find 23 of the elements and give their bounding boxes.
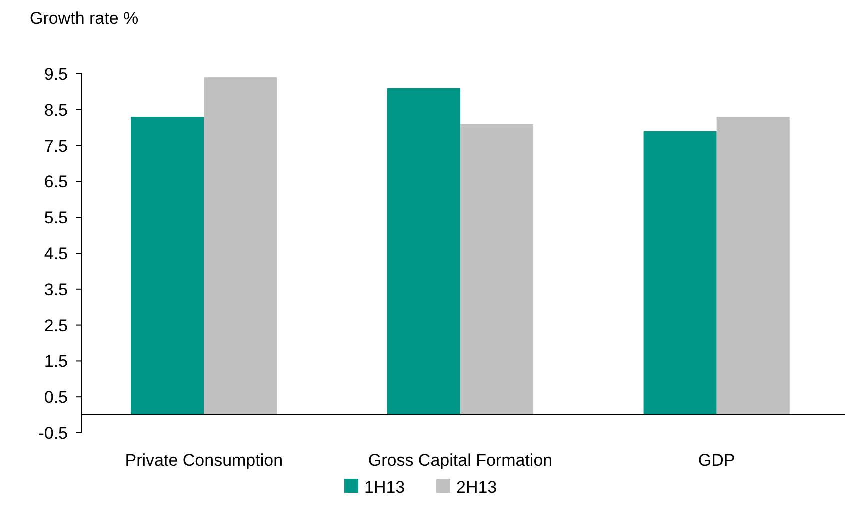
y-tick-label: 9.5 xyxy=(44,64,68,84)
y-tick-label: 6.5 xyxy=(44,172,68,192)
x-tick-label: GDP xyxy=(698,451,736,470)
y-tick-label: 0.5 xyxy=(44,388,68,408)
y-axis-title: Growth rate % xyxy=(30,9,139,28)
y-tick-label: 7.5 xyxy=(44,136,68,156)
y-tick-label: 2.5 xyxy=(44,316,68,336)
bar xyxy=(131,117,204,416)
y-tick-label: 1.5 xyxy=(44,352,68,372)
y-tick-label: 8.5 xyxy=(44,100,68,120)
y-tick-label: 3.5 xyxy=(44,280,68,300)
x-tick-label: Private Consumption xyxy=(125,451,284,470)
bar xyxy=(460,124,534,416)
legend-label: 2H13 xyxy=(456,478,498,497)
bar xyxy=(204,78,278,416)
legend-label: 1H13 xyxy=(364,478,406,497)
bar xyxy=(716,117,790,416)
x-tick-label: Gross Capital Formation xyxy=(368,451,553,470)
y-tick-label: 4.5 xyxy=(44,244,68,264)
bar xyxy=(644,131,717,416)
y-tick-label: 5.5 xyxy=(44,208,68,228)
y-tick-label: -0.5 xyxy=(38,424,68,443)
bar xyxy=(387,88,460,416)
